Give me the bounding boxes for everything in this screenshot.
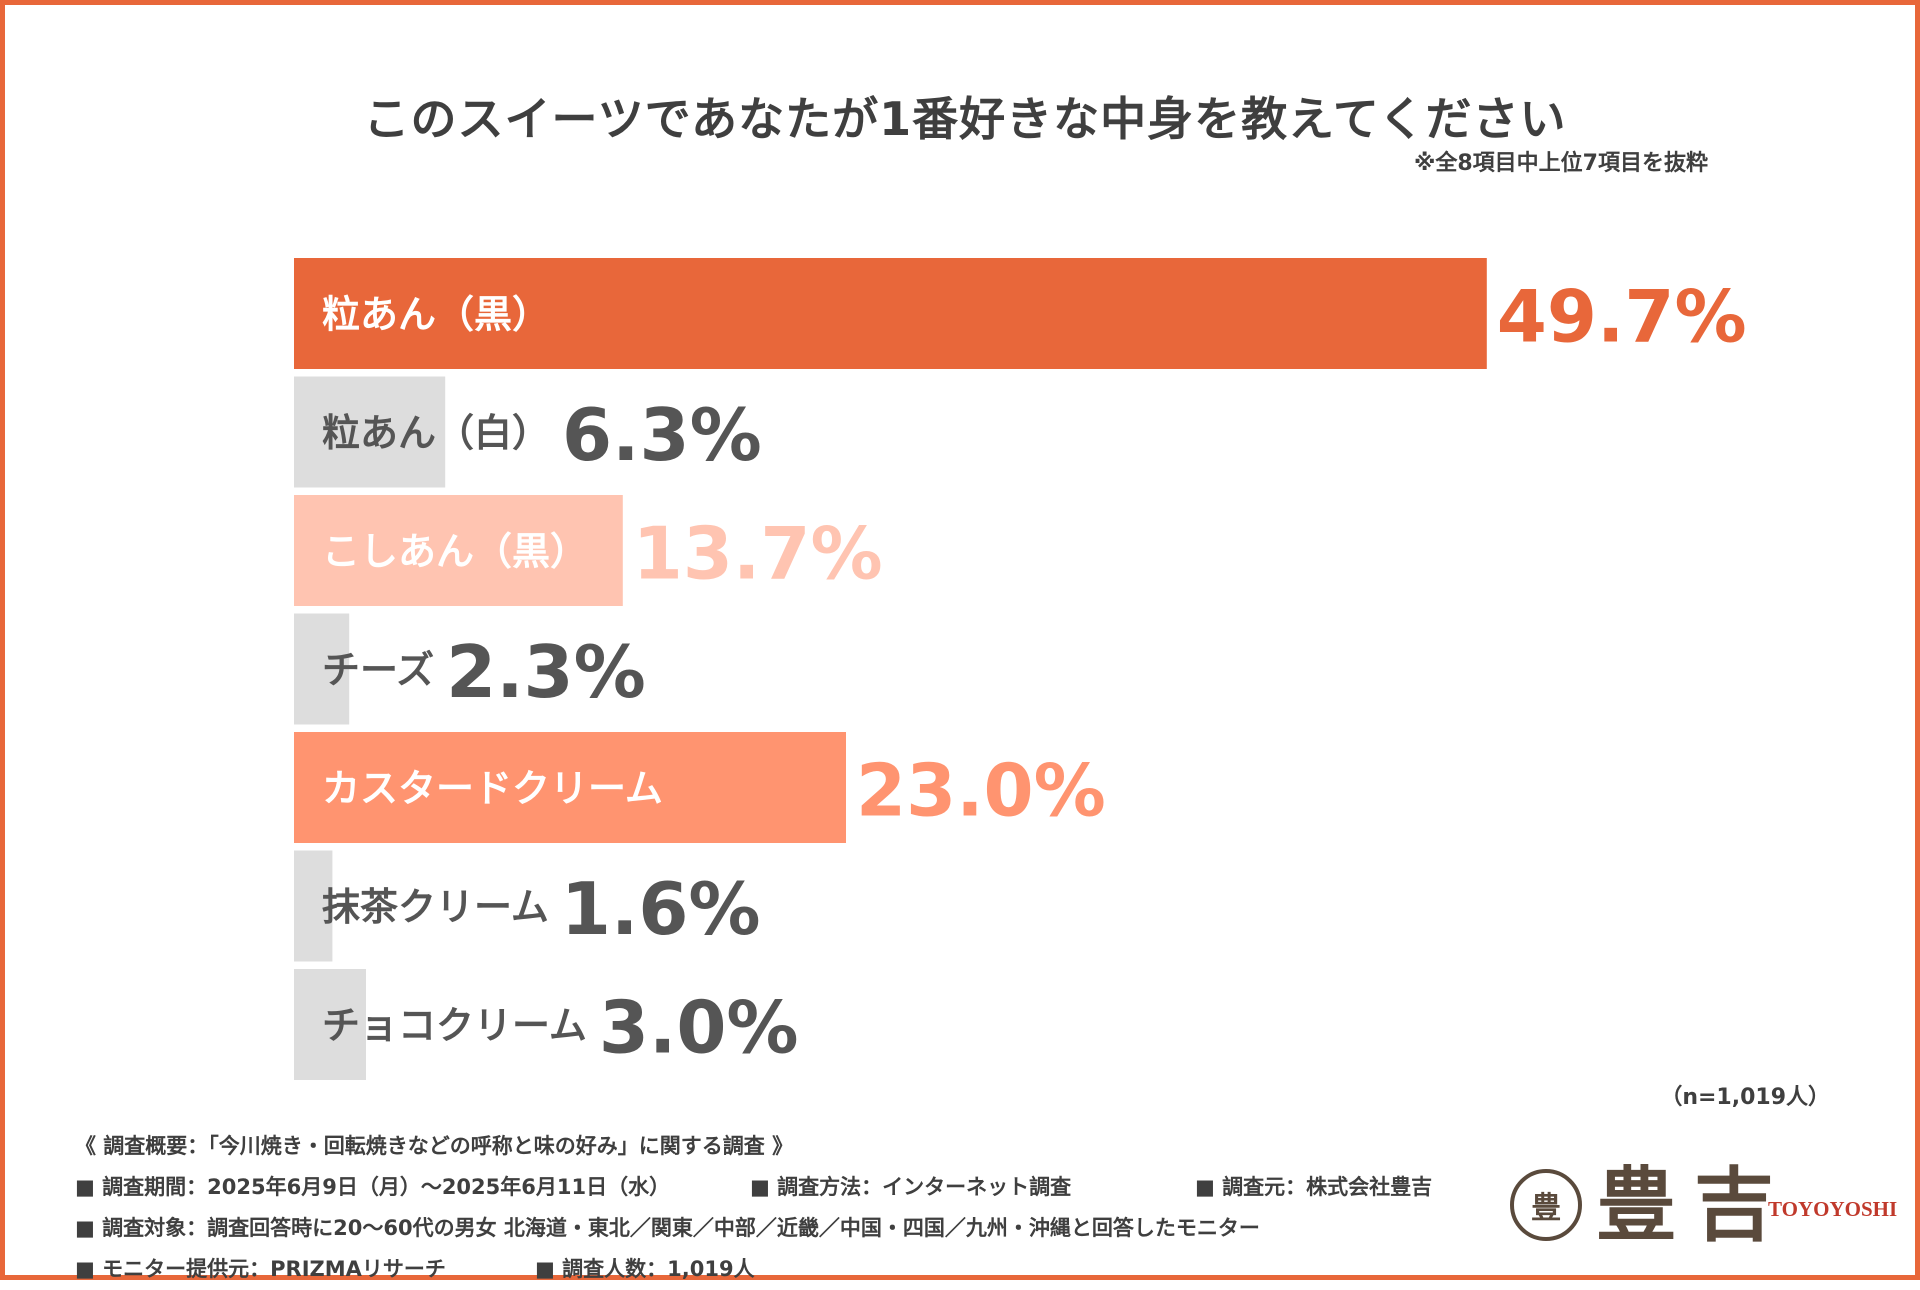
category-label-4: カスタードクリーム	[322, 767, 663, 811]
survey-provider: ■ モニター提供元：PRIZMAリサーチ	[75, 1257, 446, 1281]
value-label-1: 6.3%	[562, 393, 762, 477]
chart-title: このスイーツであなたが1番好きな中身を教えてください	[363, 92, 1567, 146]
category-label-3: チーズ	[322, 648, 434, 692]
survey-heading: 《 調査概要：「今川焼き・回転焼きなどの呼称と味の好み」に関する調査 》	[75, 1134, 794, 1158]
chart-note: ※全8項目中上位7項目を抜粋	[1413, 151, 1708, 176]
survey-target: ■ 調査対象：調査回答時に20～60代の男女 北海道・東北／関東／中部／近畿／中…	[75, 1216, 1260, 1240]
category-label-5: 抹茶クリーム	[322, 885, 549, 929]
category-label-2: こしあん（黒）	[322, 530, 588, 574]
bar-5	[294, 850, 333, 962]
survey-organizer: ■ 調査元：株式会社豊吉	[1195, 1175, 1433, 1199]
bar-2	[294, 495, 623, 606]
logo-emblem: 豊	[1510, 1169, 1582, 1241]
bar-1	[294, 376, 446, 488]
survey-method: ■ 調査方法：インターネット調査	[750, 1175, 1072, 1199]
brand-logo: 豊 豊吉 TOYOYOSHI	[1510, 1155, 1900, 1255]
sample-size-label: （n=1,019人）	[1660, 1085, 1830, 1110]
value-label-5: 1.6%	[561, 867, 761, 951]
category-label-0: 粒あん（黒）	[322, 293, 550, 337]
bar-3	[294, 613, 350, 725]
bar-6	[294, 969, 366, 1080]
category-label-6: チョコクリーム	[322, 1004, 587, 1048]
value-label-2: 13.7%	[633, 512, 883, 596]
category-label-1: 粒あん（白）	[322, 411, 550, 455]
logo-kanji: 豊吉	[1596, 1158, 1792, 1252]
value-label-3: 2.3%	[446, 630, 646, 714]
bar-4	[294, 732, 846, 843]
value-label-6: 3.0%	[599, 986, 799, 1070]
bar-chart: 粒あん（黒） 49.7% 粒あん（白） 6.3% こしあん（黒） 13.7% チーズ 2.3%…	[294, 258, 1747, 1080]
bar-0	[294, 258, 1487, 369]
survey-period: ■ 調査期間：2025年6月9日（月）～2025年6月11日（水）	[75, 1175, 671, 1199]
value-label-4: 23.0%	[856, 749, 1106, 833]
survey-respondents: ■ 調査人数：1,019人	[535, 1257, 755, 1281]
logo-roman: TOYOYOSHI	[1768, 1197, 1898, 1221]
value-label-0: 49.7%	[1497, 275, 1747, 359]
